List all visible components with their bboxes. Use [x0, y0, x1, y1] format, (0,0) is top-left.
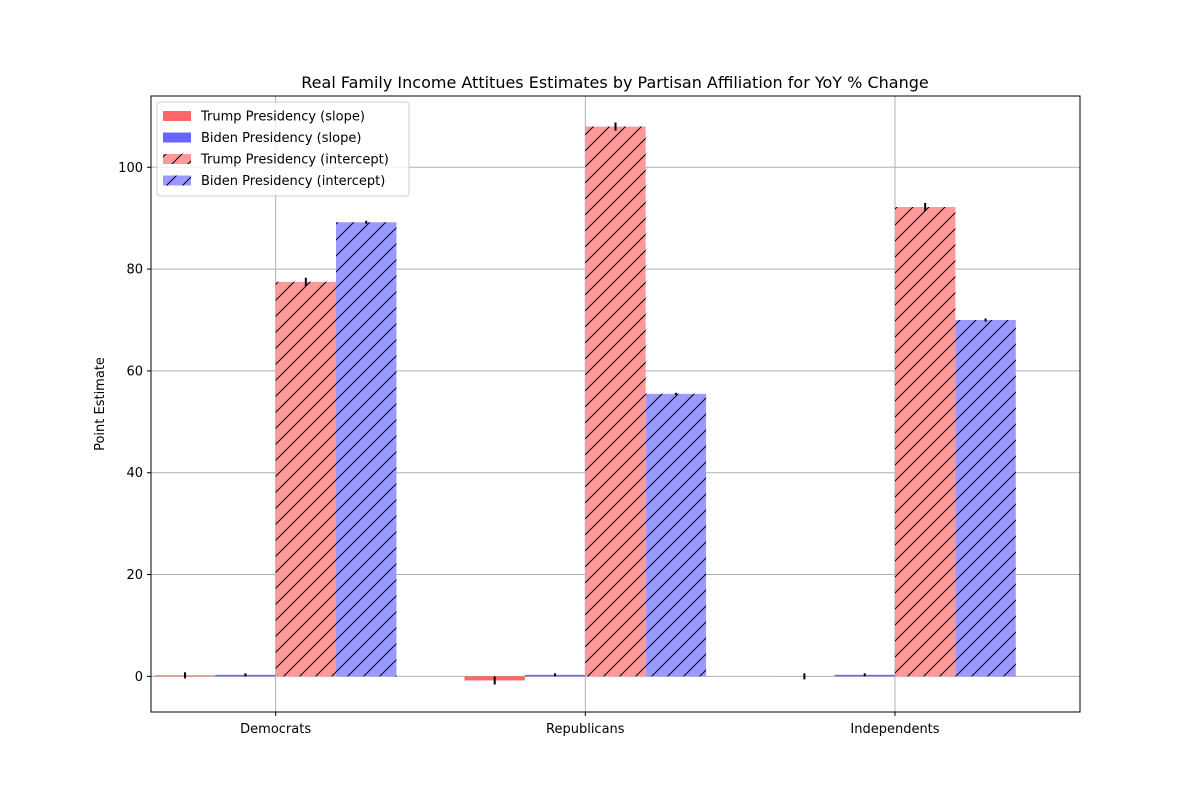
x-tick-label: Republicans [546, 722, 625, 737]
bar-hatch [585, 126, 646, 677]
legend-swatch [163, 111, 191, 121]
legend-label: Trump Presidency (intercept) [200, 153, 389, 168]
bar-hatch [645, 393, 707, 677]
y-axis-label: Point Estimate [93, 357, 108, 451]
plot-frame [150, 95, 1081, 713]
bar-hatch [275, 281, 337, 677]
y-tick-label: 60 [126, 364, 143, 379]
y-tick-label: 80 [126, 263, 143, 278]
y-tick-label: 40 [126, 466, 143, 481]
legend-label: Trump Presidency (slope) [200, 110, 365, 125]
bar-hatch [894, 206, 956, 677]
chart-title: Real Family Income Attitues Estimates by… [301, 73, 928, 92]
legend-label: Biden Presidency (slope) [201, 131, 361, 146]
x-tick-label: Independents [850, 722, 939, 737]
bar-hatch [336, 222, 397, 677]
bar-hatch [955, 320, 1016, 677]
legend-swatch [163, 132, 191, 143]
legend-swatch-hatch [163, 154, 191, 164]
error-bars [184, 122, 987, 685]
x-tick-label: Democrats [240, 722, 311, 737]
legend: Trump Presidency (slope) Biden Presidency… [156, 101, 410, 197]
axes: 0 20 40 60 80 100 Democrats Republicans Independ… [118, 95, 1081, 737]
legend-label: Biden Presidency (intercept) [201, 174, 385, 189]
bars [154, 126, 1016, 681]
y-tick-label: 100 [118, 161, 143, 176]
legend-swatch-hatch [163, 175, 191, 186]
y-tick-label: 0 [135, 670, 143, 685]
y-tick-label: 20 [126, 568, 143, 583]
legend-box [156, 101, 410, 197]
